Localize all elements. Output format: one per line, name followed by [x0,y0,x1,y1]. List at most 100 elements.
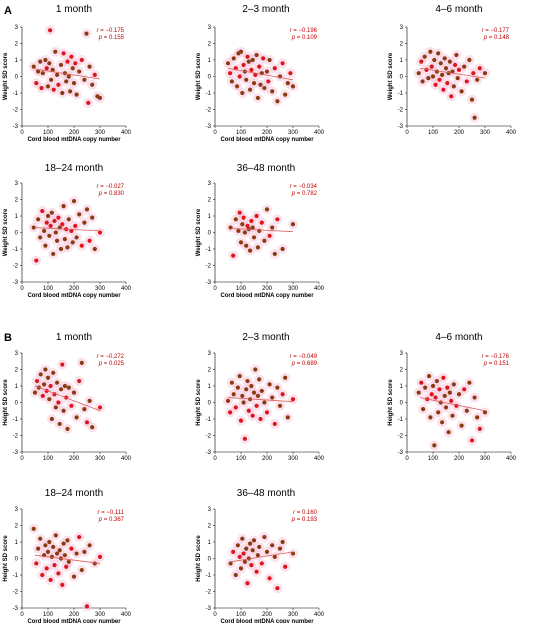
data-point [445,81,450,86]
y-axis-label: Height SD score [388,379,394,426]
y-tick-label: 0 [15,557,19,563]
data-point [277,546,283,551]
data-point [459,423,464,428]
y-axis-label: Height SD score [3,535,9,582]
data-point [45,375,51,380]
y-tick-label: 2 [15,198,19,204]
y-tick-label: -1 [13,247,19,253]
data-point [436,410,441,415]
data-point [65,59,70,64]
data-point [62,383,67,389]
data-point [416,390,421,395]
stat-r-value: = 0.160 [295,510,318,516]
data-point [31,225,36,230]
data-point [449,398,454,403]
data-point [283,564,288,569]
data-point [51,370,56,375]
data-point [69,546,74,551]
x-tick-label: 200 [262,130,273,136]
data-point [87,543,92,548]
data-point [53,533,58,538]
y-tick-label: -3 [206,606,212,612]
data-point [55,380,60,385]
data-point [249,383,254,389]
data-point [86,100,91,105]
data-point [249,218,254,224]
data-point [44,566,49,571]
data-point [231,56,236,61]
data-point [44,220,49,225]
stat-r-label: r [98,510,101,516]
data-point [228,561,233,566]
y-tick-label: 1 [208,384,212,390]
data-point [246,59,251,64]
data-point [433,395,438,400]
stat-p-value: = 0.025 [102,361,125,367]
data-point [84,420,90,425]
x-tick-label: 400 [314,130,325,136]
stat-r-value: = −0.272 [99,354,125,360]
data-point [38,59,43,64]
y-axis-label: Weight SD score [196,208,202,256]
chart-title: 2–3 month [242,4,289,15]
data-point [447,59,452,64]
chart-a-2: 2–3 month 0 100 200 300 400 -3 -2 -1 0 1 2 3 Cord blo… [196,4,325,143]
data-point [240,90,245,96]
data-point [254,213,259,219]
data-point [74,551,79,556]
data-point [248,248,253,253]
data-point [56,82,61,87]
stat-r: r = −0.034 [290,184,318,190]
y-tick-label: -3 [206,450,212,456]
y-tick-label: 2 [208,368,212,374]
y-tick-label: 2 [15,368,19,374]
y-tick-label: 3 [208,507,212,513]
data-point [238,49,244,54]
stat-r-value: = −0.034 [292,184,318,190]
stat-p-value: = 0.782 [295,191,318,197]
x-tick-label: 200 [69,456,80,462]
y-tick-label: 1 [208,214,212,220]
data-point [241,62,246,68]
data-point [267,57,272,63]
data-point [60,362,65,367]
data-point [61,204,66,209]
y-tick-label: 2 [208,524,212,530]
y-tick-label: 0 [208,231,212,237]
data-point [467,57,472,63]
data-point [71,574,77,579]
stat-r-value: = −0.027 [99,184,125,190]
data-point [264,69,270,74]
x-tick-label: 200 [262,612,273,618]
data-point [39,85,44,91]
stat-p-value: = 0.689 [295,361,318,367]
x-tick-label: 300 [95,130,106,136]
chart-title: 4–6 month [435,4,482,15]
stat-p-label: p [483,35,488,41]
data-point [248,87,253,92]
stat-r-label: r [290,28,293,34]
data-point [464,408,469,413]
data-point [73,223,78,228]
data-point [456,67,462,72]
data-point [90,425,95,430]
data-point [82,220,87,225]
x-tick-label: 0 [213,286,217,292]
data-point [290,222,296,227]
y-axis-label: Height SD score [196,535,202,582]
y-tick-label: 2 [208,198,212,204]
data-point [44,66,49,71]
data-point [49,210,55,215]
data-point [248,541,253,546]
stat-p-value: = 0.148 [487,35,510,41]
data-point [249,563,254,568]
data-point [250,225,255,230]
data-point [242,436,247,441]
data-point [283,92,288,97]
data-point [84,604,90,609]
y-tick-label: -3 [13,450,19,456]
data-point [60,582,65,588]
y-tick-label: -2 [398,434,404,440]
stat-p-label: p [98,191,103,197]
stat-p: p = 0.367 [98,517,125,523]
